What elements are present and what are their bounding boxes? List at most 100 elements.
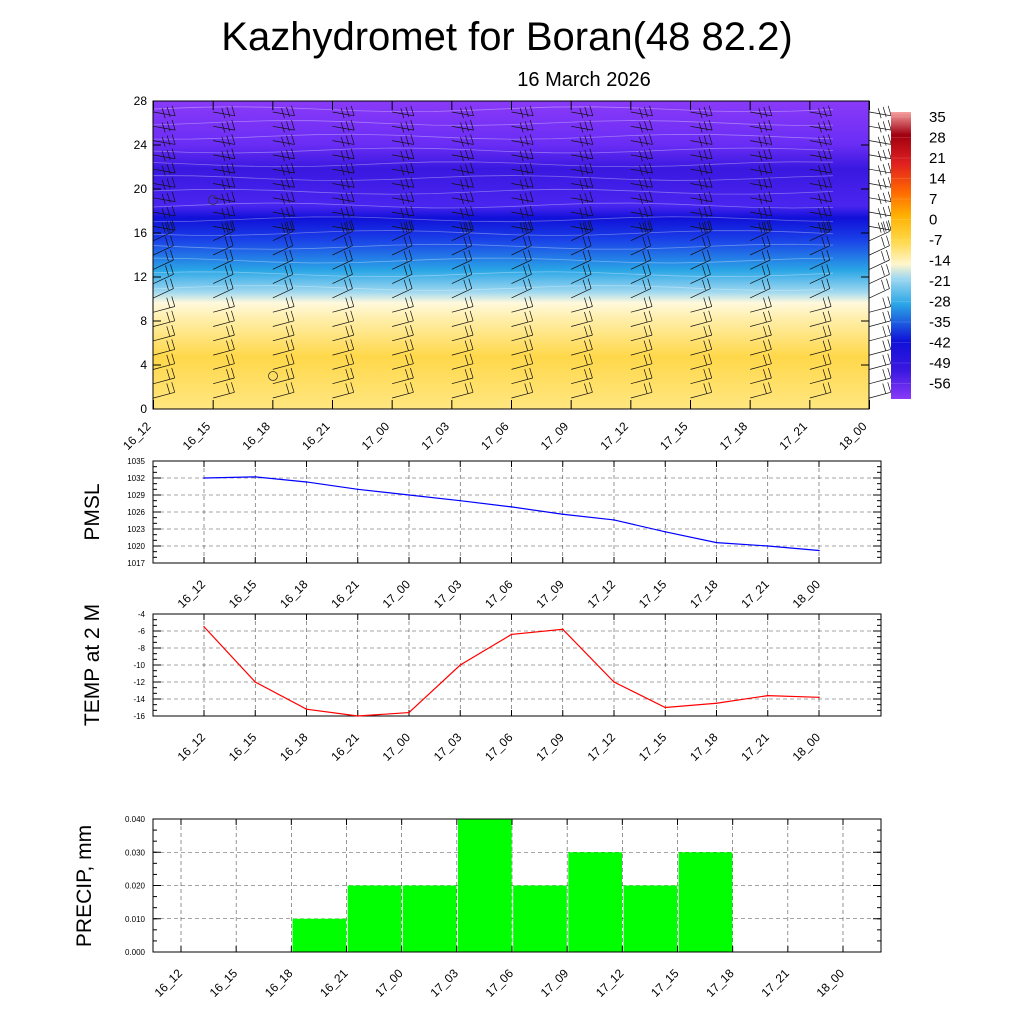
wind-barb [213, 325, 235, 342]
wind-barb [630, 205, 653, 219]
wind-barb [213, 382, 235, 399]
wind-barb [571, 264, 592, 284]
wind-barb [511, 134, 534, 147]
colorbar-label: -21 [929, 273, 951, 290]
wind-barb [392, 382, 414, 399]
x-tick-label: 16_15 [180, 419, 214, 453]
x-tick-label: 17_06 [478, 419, 512, 453]
wind-barb [332, 339, 355, 356]
wind-barb [451, 249, 473, 270]
wind-barb [690, 148, 713, 162]
wind-barb [392, 177, 415, 190]
wind-barb [809, 339, 832, 356]
wind-barb [809, 296, 832, 313]
wind-barb [451, 148, 474, 162]
wind-barb [332, 278, 353, 299]
wind-barb [451, 105, 474, 119]
precip-bar [623, 885, 678, 952]
wind-barb [272, 296, 295, 313]
wind-barb [809, 249, 831, 270]
wind-barb [153, 264, 174, 284]
y-tick-label: 1035 [127, 457, 145, 466]
y-tick-label: -6 [138, 627, 146, 636]
colorbar-label: 35 [929, 109, 946, 126]
wind-barb [750, 162, 773, 176]
wind-barb [690, 235, 711, 256]
wind-barb [630, 105, 653, 119]
heatmap-field [153, 101, 869, 409]
data-point [408, 494, 410, 496]
wind-barb [571, 177, 594, 190]
wind-barb [213, 310, 235, 327]
wind-barb [750, 177, 773, 190]
wind-barb [153, 325, 176, 342]
contour-line [152, 243, 834, 250]
chart-title: Kazhydromet for Boran(48 82.2) [221, 15, 792, 59]
temp-panel: -4 -6 -8 -10 -12 -14 -16 16_12 16_15 16_18 16_21 17… [81, 604, 882, 764]
wind-barb [451, 134, 474, 147]
y-tick-label: 1020 [127, 542, 145, 551]
wind-barb [630, 148, 653, 162]
wind-barb [869, 221, 890, 242]
wind-barb [153, 310, 176, 327]
wind-barb [392, 148, 415, 162]
wind-barb [272, 353, 295, 370]
wind-barb [451, 339, 474, 356]
precip-bar [402, 885, 457, 952]
wind-barb [332, 296, 355, 313]
wind-barb [690, 105, 713, 119]
data-point [459, 499, 462, 502]
wind-barb [213, 120, 236, 133]
data-point [664, 531, 667, 533]
wind-barb [332, 235, 353, 256]
wind-barb [272, 120, 295, 133]
wind-barb [869, 120, 892, 133]
wind-barb [630, 367, 653, 385]
x-tick-label: 16_21 [328, 730, 362, 764]
wind-barb [869, 353, 892, 370]
wind-barb [869, 205, 892, 219]
wind-barb [451, 191, 474, 205]
wind-barb [392, 325, 414, 342]
x-tick-label: 16_15 [226, 730, 260, 764]
x-tick-label: 16_18 [277, 730, 311, 764]
wind-barb [153, 235, 174, 256]
wind-barb [690, 367, 713, 385]
y-tick-label: -14 [133, 695, 145, 704]
y-tick-label: 1032 [127, 474, 145, 483]
wind-barb [630, 177, 653, 190]
wind-barb [332, 134, 355, 147]
wind-barb [511, 353, 534, 370]
wind-barb [511, 105, 534, 119]
y-tick-label: 1029 [127, 491, 145, 500]
wind-barb [869, 382, 892, 399]
pmsl-panel: 1035 1032 1029 1026 1023 1020 1017 16_12 16_15 16… [81, 457, 882, 611]
wind-barb [272, 235, 294, 256]
wind-barb [511, 205, 534, 219]
wind-barb [451, 353, 474, 370]
wind-barb [511, 339, 534, 356]
y-tick-label: 0.030 [125, 848, 146, 857]
wind-barb [451, 120, 474, 133]
colorbar-label: 28 [929, 130, 946, 147]
y-tick-label: 4 [140, 358, 147, 372]
wind-barb [809, 382, 832, 399]
wind-barb [392, 264, 413, 284]
wind-barb [272, 205, 295, 219]
data-point [613, 681, 615, 683]
wind-barb [750, 134, 773, 147]
wind-barb [750, 205, 773, 219]
x-tick-label: 17_09 [533, 730, 567, 764]
wind-barb [392, 191, 415, 205]
wind-barb [213, 235, 234, 256]
colorbar-label: 14 [929, 171, 946, 188]
precip-bar [678, 852, 733, 952]
wind-barb [511, 325, 534, 342]
wind-barb [153, 220, 176, 233]
wind-barb [392, 278, 413, 299]
y-tick-label: 16 [134, 226, 148, 240]
wind-barb [630, 310, 653, 327]
y-tick-label: 1017 [127, 559, 145, 568]
wind-barb [571, 235, 592, 256]
wind-barb [392, 205, 415, 219]
